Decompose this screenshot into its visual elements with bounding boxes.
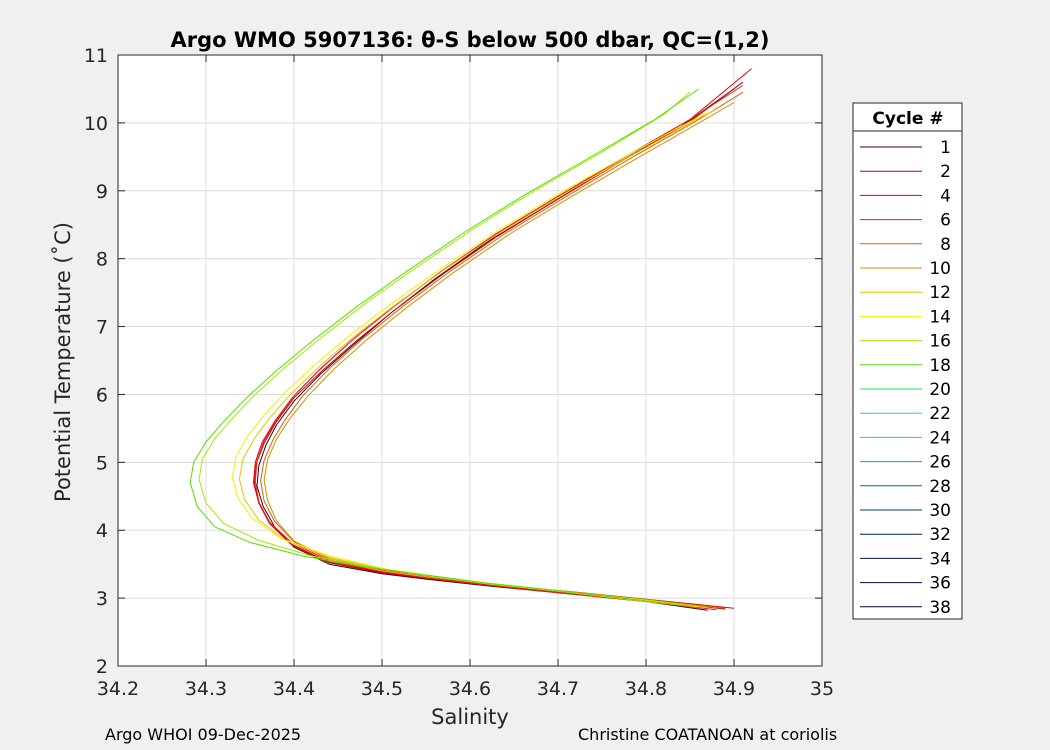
- x-tick-label: 34.8: [625, 678, 667, 700]
- legend-label-cycle-14: 14: [929, 307, 951, 327]
- data-series-group: [189, 68, 752, 611]
- legend-label-cycle-12: 12: [929, 283, 951, 303]
- legend-label-cycle-8: 8: [940, 235, 951, 255]
- x-tick-label: 34.5: [361, 678, 403, 700]
- legend-label-cycle-6: 6: [940, 211, 951, 231]
- series-line-cycle-6: [254, 85, 744, 611]
- legend-label-cycle-4: 4: [940, 186, 951, 206]
- legend-label-cycle-22: 22: [929, 404, 951, 424]
- y-tick-label: 5: [96, 452, 108, 474]
- legend-box: [852, 102, 963, 620]
- y-tick-label: 8: [96, 249, 108, 271]
- series-line-cycle-8: [260, 91, 744, 609]
- y-tick-label: 3: [96, 588, 108, 610]
- y-tick-label: 2: [96, 656, 108, 678]
- legend-label-cycle-10: 10: [929, 259, 951, 279]
- legend-label-cycle-2: 2: [940, 162, 951, 182]
- legend: Cycle # 12468101214161820222426283032343…: [852, 102, 963, 620]
- x-axis-ticks: 34.2 34.3 34.4 34.5 34.6 34.7 34.8 34.9 35: [97, 55, 834, 700]
- y-tick-label: 4: [96, 520, 108, 542]
- legend-title: Cycle #: [872, 109, 943, 129]
- legend-label-cycle-32: 32: [929, 525, 951, 545]
- y-tick-label: 11: [84, 45, 108, 67]
- x-tick-label: 34.9: [713, 678, 755, 700]
- legend-label-cycle-38: 38: [929, 598, 951, 618]
- footer-left-text: Argo WHOI 09-Dec-2025: [105, 725, 301, 744]
- x-tick-label: 35: [810, 678, 834, 700]
- x-tick-label: 34.4: [273, 678, 315, 700]
- series-line-cycle-16: [198, 91, 691, 607]
- x-tick-label: 34.3: [185, 678, 227, 700]
- x-axis-label: Salinity: [431, 705, 509, 729]
- legend-label-cycle-36: 36: [929, 574, 951, 594]
- x-tick-label: 34.6: [449, 678, 491, 700]
- x-tick-label: 34.2: [97, 678, 139, 700]
- y-tick-label: 10: [84, 113, 108, 135]
- x-tick-label: 34.7: [537, 678, 579, 700]
- y-tick-label: 6: [96, 384, 108, 406]
- series-line-cycle-2: [253, 81, 744, 610]
- legend-label-cycle-20: 20: [929, 380, 951, 400]
- legend-label-cycle-1: 1: [940, 138, 951, 158]
- y-axis-label: Potential Temperature (˚C): [51, 222, 75, 502]
- chart-title: Argo WMO 5907136: θ-S below 500 dbar, QC…: [171, 28, 770, 52]
- y-tick-label: 7: [96, 317, 108, 339]
- series-line-cycle-18: [189, 88, 700, 607]
- footer-right-text: Christine COATANOAN at coriolis: [578, 725, 837, 744]
- legend-label-cycle-18: 18: [929, 356, 951, 376]
- legend-label-cycle-34: 34: [929, 549, 951, 569]
- legend-label-cycle-28: 28: [929, 477, 951, 497]
- legend-label-cycle-30: 30: [929, 501, 951, 521]
- y-axis-ticks: 2 3 4 5 6 7 8 9 10 11: [84, 45, 822, 678]
- legend-label-cycle-24: 24: [929, 428, 951, 448]
- legend-label-cycle-16: 16: [929, 332, 951, 352]
- legend-label-cycle-26: 26: [929, 453, 951, 473]
- y-tick-label: 9: [96, 181, 108, 203]
